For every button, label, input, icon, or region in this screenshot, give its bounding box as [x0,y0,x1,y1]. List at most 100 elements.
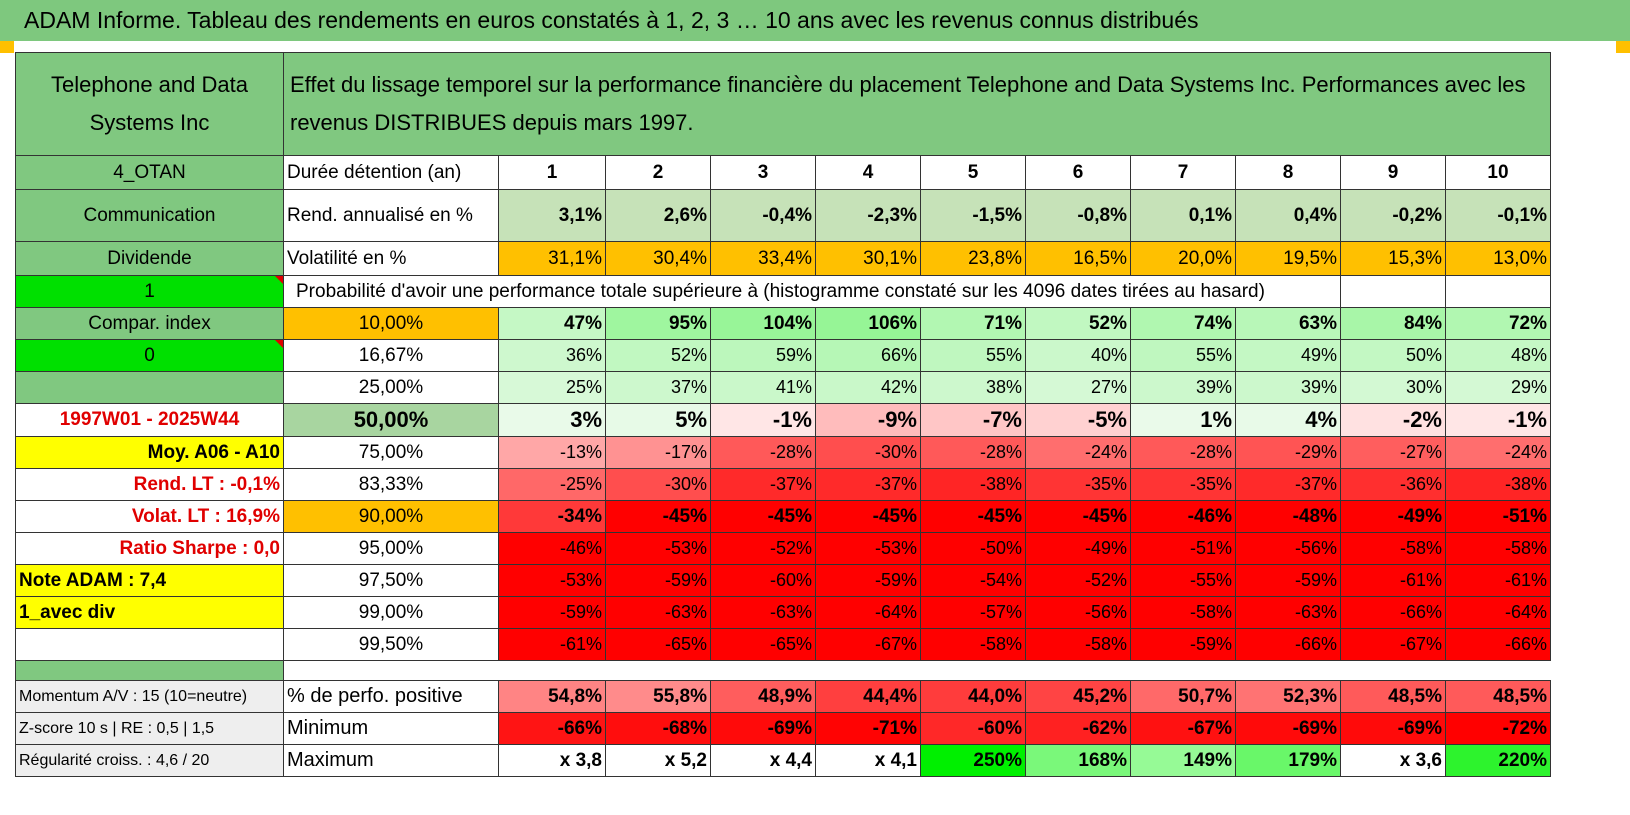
percentile-value-cell: -59% [498,596,606,629]
empty-cell [15,628,284,661]
percentile-value-cell: 55% [1130,339,1236,372]
percentile-value-cell: -48% [1235,500,1341,533]
percentile-value-cell: -45% [1025,500,1131,533]
sharpe-cell: Ratio Sharpe : 0,0 [15,532,284,565]
percentile-value-cell: -67% [1340,628,1446,661]
percentile-value-cell: 47% [498,307,606,340]
year-header-cell: 10 [1445,155,1551,190]
percentile-value-cell: -28% [710,436,816,469]
percentile-value-cell: 106% [815,307,921,340]
report-title: ADAM Informe. Tableau des rendements en … [0,0,1630,41]
percentile-value-cell: -55% [1130,564,1236,597]
percentile-label-cell: 95,00% [283,532,499,565]
vol-label: Volatilité en % [283,241,499,276]
percentile-value-cell: -38% [1445,468,1551,501]
percentile-label-cell: 75,00% [283,436,499,469]
percentile-value-cell: -66% [1340,596,1446,629]
percentile-value-cell: 39% [1130,371,1236,404]
rend-value-cell: 3,1% [498,189,606,242]
percentile-value-cell: 25% [498,371,606,404]
percentile-value-cell: -59% [815,564,921,597]
percentile-value-cell: 74% [1130,307,1236,340]
vol-value-cell: 13,0% [1445,241,1551,276]
percentile-value-cell: -36% [1340,468,1446,501]
percentile-value-cell: -66% [1445,628,1551,661]
rend-lt-cell: Rend. LT : -0,1% [15,468,284,501]
minimum-value-cell: -69% [710,712,816,745]
percentile-value-cell: -17% [605,436,711,469]
percentile-value-cell: -27% [1340,436,1446,469]
percentile-value-cell: -53% [605,532,711,565]
percentile-value-cell: 59% [710,339,816,372]
momentum-cell: Momentum A/V : 15 (10=neutre) [15,680,284,713]
percentile-value-cell: -64% [1445,596,1551,629]
rend-value-cell: 2,6% [605,189,711,242]
percentile-value-cell: -57% [920,596,1026,629]
description-cell: Effet du lissage temporel sur la perform… [283,52,1551,156]
percentile-value-cell: 48% [1445,339,1551,372]
percentile-value-cell: -59% [1130,628,1236,661]
percentile-value-cell: -28% [920,436,1026,469]
percentile-label-cell: 50,00% [283,403,499,437]
maximum-label: Maximum [283,744,499,777]
percentile-value-cell: -5% [1025,403,1131,437]
positive-perf-value-cell: 48,9% [710,680,816,713]
percentile-value-cell: -45% [920,500,1026,533]
minimum-value-cell: -66% [498,712,606,745]
maximum-value-cell: 168% [1025,744,1131,777]
minimum-value-cell: -68% [605,712,711,745]
note-adam-cell: Note ADAM : 7,4 [15,564,284,597]
rend-value-cell: 0,4% [1235,189,1341,242]
percentile-value-cell: -63% [1235,596,1341,629]
percentile-value-cell: -38% [920,468,1026,501]
percentile-value-cell: -2% [1340,403,1446,437]
avec-div-cell: 1_avec div [15,596,284,629]
spacer-green-cell [15,660,284,681]
percentile-value-cell: -61% [1340,564,1446,597]
regularite-cell: Régularité croiss. : 4,6 / 20 [15,744,284,777]
positive-perf-value-cell: 55,8% [605,680,711,713]
percentile-value-cell: 63% [1235,307,1341,340]
percentile-value-cell: 40% [1025,339,1131,372]
percentile-value-cell: -63% [605,596,711,629]
year-header-cell: 6 [1025,155,1131,190]
positive-perf-value-cell: 54,8% [498,680,606,713]
corner-marker-right [1616,41,1630,53]
positive-perf-value-cell: 44,0% [920,680,1026,713]
percentile-value-cell: -37% [1235,468,1341,501]
year-header-cell: 3 [710,155,816,190]
maximum-value-cell: 179% [1235,744,1341,777]
flag-one-cell: 1 [15,275,284,308]
percentile-label-cell: 25,00% [283,371,499,404]
vol-value-cell: 19,5% [1235,241,1341,276]
percentile-value-cell: -51% [1445,500,1551,533]
positive-perf-value-cell: 48,5% [1445,680,1551,713]
percentile-value-cell: -28% [1130,436,1236,469]
positive-perf-value-cell: 48,5% [1340,680,1446,713]
rend-label: Rend. annualisé en % [283,189,499,242]
percentile-value-cell: 50% [1340,339,1446,372]
percentile-value-cell: -50% [920,532,1026,565]
sector-cell: Communication [15,189,284,242]
minimum-value-cell: -67% [1130,712,1236,745]
percentile-value-cell: 49% [1235,339,1341,372]
rend-value-cell: 0,1% [1130,189,1236,242]
percentile-value-cell: -66% [1235,628,1341,661]
percentile-label-cell: 99,00% [283,596,499,629]
percentile-value-cell: -59% [605,564,711,597]
compar-index-cell: Compar. index [15,307,284,340]
maximum-value-cell: 250% [920,744,1026,777]
percentile-value-cell: -52% [1025,564,1131,597]
year-header-cell: 2 [605,155,711,190]
percentile-value-cell: 42% [815,371,921,404]
percentile-value-cell: -45% [815,500,921,533]
percentile-value-cell: -61% [498,628,606,661]
minimum-value-cell: -72% [1445,712,1551,745]
percentile-value-cell: -46% [1130,500,1236,533]
year-header-cell: 1 [498,155,606,190]
percentile-value-cell: 66% [815,339,921,372]
percentile-value-cell: 30% [1340,371,1446,404]
percentile-value-cell: -58% [920,628,1026,661]
percentile-label-cell: 10,00% [283,307,499,340]
empty-cell [1340,275,1446,308]
